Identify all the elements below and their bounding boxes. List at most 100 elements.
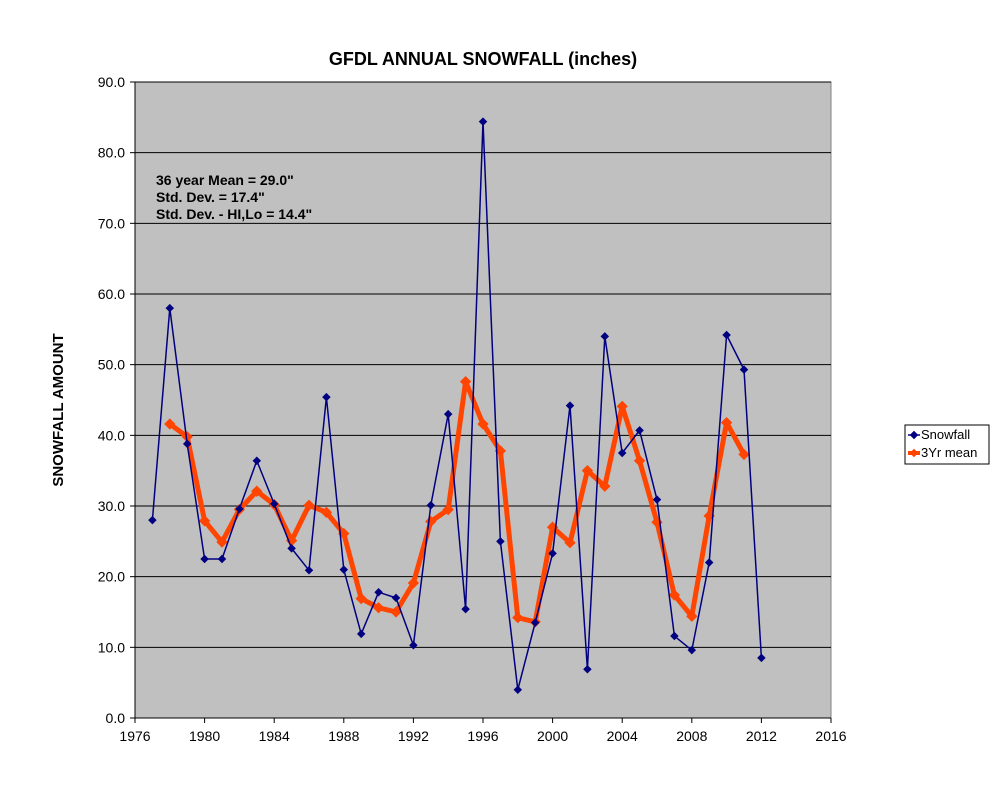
- snowfall-point-1995: [461, 604, 470, 614]
- stats-annotation: 36 year Mean = 29.0" Std. Dev. = 17.4" S…: [156, 172, 312, 222]
- x-tick-label-6: 2000: [537, 728, 568, 744]
- snowfall-point-1987: [322, 392, 331, 402]
- y-tick-label-2: 20.0: [98, 569, 125, 585]
- snowfall-point-2011: [739, 365, 749, 374]
- mean-point-1994: [442, 503, 454, 516]
- annotation-std-dev: Std. Dev. = 17.4": [156, 189, 265, 205]
- snowfall-point-2003: [600, 332, 610, 341]
- snowfall-point-1999: [530, 618, 540, 627]
- mean-point-1981: [216, 536, 228, 548]
- snowfall-point-2005: [635, 426, 644, 435]
- snowfall-point-1985: [287, 544, 296, 553]
- x-tick-label-9: 2012: [746, 728, 777, 744]
- snowfall-point-2007: [670, 631, 679, 641]
- snowfall-point-1993: [426, 501, 436, 510]
- snowfall-point-2006: [652, 495, 662, 504]
- snowfall-point-1992: [409, 640, 418, 650]
- mean-point-1997: [494, 445, 507, 457]
- snowfall-point-1988: [339, 565, 349, 574]
- y-tick-label-1: 10.0: [98, 639, 125, 655]
- snowfall-point-2002: [583, 664, 592, 674]
- x-tick-label-5: 1996: [467, 728, 498, 744]
- mean-point-1989: [355, 592, 367, 605]
- mean-point-2011: [738, 448, 750, 461]
- legend-3yr-label: 3Yr mean: [921, 445, 977, 460]
- snowfall-point-2004: [617, 448, 627, 458]
- snowfall-point-1996: [478, 117, 488, 126]
- x-tick-label-3: 1988: [328, 728, 359, 744]
- snowfall-point-1994: [443, 409, 453, 419]
- mean-point-2003: [599, 480, 611, 492]
- annotation-std-dev-hilo: Std. Dev. - HI,Lo = 14.4": [156, 206, 312, 222]
- x-tick-label-1: 1980: [189, 728, 220, 744]
- mean-point-1992: [407, 577, 420, 589]
- mean-point-1979: [181, 431, 193, 443]
- x-tick-label-8: 2008: [676, 728, 707, 744]
- x-tick-label-7: 2004: [607, 728, 638, 744]
- y-axis-label: SNOWFALL AMOUNT: [50, 333, 67, 486]
- y-tick-label-8: 80.0: [98, 145, 125, 161]
- x-tick-labels: 1976 1980 1984 1988 1992 1996 2000 2004 2008 2012…: [119, 728, 846, 744]
- legend-snowfall-label: Snowfall: [921, 427, 970, 442]
- series-line-1: [167, 379, 747, 625]
- snowfall-point-1990: [374, 587, 383, 597]
- snowfall-point-1983: [252, 456, 262, 466]
- axes: [130, 81, 832, 723]
- y-tick-label-3: 30.0: [98, 498, 125, 514]
- series-group: [148, 117, 766, 694]
- mean-point-2005: [633, 455, 646, 467]
- mean-point-2010: [720, 416, 733, 429]
- mean-point-1998: [512, 611, 524, 624]
- annotation-mean: 36 year Mean = 29.0": [156, 172, 294, 188]
- mean-point-2008: [686, 610, 698, 622]
- y-tick-label-5: 50.0: [98, 357, 125, 373]
- snowfall-point-2012: [757, 653, 766, 663]
- mean-point-1996: [477, 418, 489, 430]
- mean-point-2007: [668, 589, 681, 601]
- mean-point-1980: [198, 515, 211, 527]
- mean-point-1990: [372, 602, 385, 614]
- snowfall-point-1986: [304, 566, 314, 575]
- legend-snowfall-marker: [909, 430, 919, 440]
- y-tick-label-7: 70.0: [98, 215, 125, 231]
- snowfall-point-1997: [496, 537, 505, 546]
- legend-3yr-marker: [909, 448, 919, 458]
- snowfall-point-2008: [687, 645, 697, 655]
- mean-point-1987: [320, 506, 333, 519]
- series-snowfall: [148, 117, 766, 694]
- snowfall-point-1984: [269, 499, 279, 509]
- series-line-0: [151, 120, 763, 691]
- snowfall-point-1978: [165, 303, 175, 313]
- x-tick-label-2: 1984: [259, 728, 290, 744]
- x-tick-label-4: 1992: [398, 728, 429, 744]
- snowfall-point-1979: [182, 439, 192, 449]
- y-tick-label-0: 0.0: [106, 710, 126, 726]
- series-3yr-mean: [164, 375, 750, 628]
- snowfall-point-2000: [548, 549, 557, 558]
- mean-point-2001: [564, 537, 576, 549]
- y-tick-label-9: 90.0: [98, 74, 125, 90]
- x-tick-label-10: 2016: [815, 728, 846, 744]
- chart-title: GFDL ANNUAL SNOWFALL (inches): [329, 49, 637, 69]
- plot-area: [134, 81, 832, 719]
- snowfall-point-1982: [235, 504, 244, 514]
- gridlines: [135, 81, 831, 648]
- legend-box: [904, 424, 990, 465]
- snowfall-point-2009: [704, 558, 714, 567]
- snowfall-point-2001: [565, 401, 575, 410]
- mean-point-1985: [285, 534, 298, 547]
- mean-point-2004: [616, 400, 628, 413]
- snowfall-point-1989: [356, 629, 366, 639]
- mean-point-1991: [390, 606, 402, 618]
- legend: Snowfall 3Yr mean: [904, 424, 990, 465]
- snowfall-point-1991: [391, 593, 401, 603]
- mean-point-1978: [164, 418, 176, 430]
- y-tick-labels: 0.0 10.0 20.0 30.0 40.0 50.0 60.0 70.0 80.0 90.0: [98, 74, 125, 726]
- snowfall-point-2010: [722, 330, 731, 340]
- snowfall-point-1998: [513, 685, 523, 694]
- mean-point-1986: [303, 499, 315, 511]
- y-tick-label-4: 40.0: [98, 427, 125, 443]
- y-tick-label-6: 60.0: [98, 286, 125, 302]
- x-tick-label-0: 1976: [119, 728, 150, 744]
